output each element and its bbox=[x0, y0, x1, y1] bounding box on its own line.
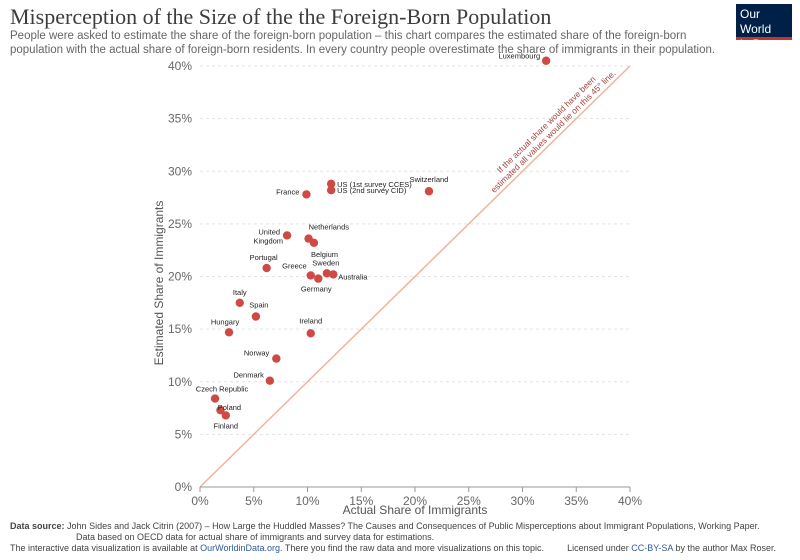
point-label: Netherlands bbox=[309, 223, 350, 232]
x-tick-label: 40% bbox=[618, 494, 642, 508]
reference-line-label: If the actual share would have beenestim… bbox=[482, 61, 618, 195]
data-point[interactable] bbox=[265, 376, 275, 385]
footer-source-2: Data based on OECD data for actual share… bbox=[76, 532, 435, 542]
point-label: Ireland bbox=[299, 316, 322, 325]
x-tick-label: 10% bbox=[295, 494, 319, 508]
point-label: Denmark bbox=[233, 371, 264, 380]
footer-source: Data source: John Sides and Jack Citrin … bbox=[10, 521, 790, 532]
point-label-line: Kingdom bbox=[253, 236, 283, 245]
x-tick-label: 0% bbox=[191, 494, 209, 508]
interactive-rest: . There you find the raw data and more v… bbox=[280, 543, 544, 553]
data-point[interactable] bbox=[210, 394, 220, 403]
data-point[interactable] bbox=[306, 271, 315, 280]
x-tick-label: 35% bbox=[564, 494, 588, 508]
point-label: US (2nd survey CID) bbox=[337, 186, 407, 195]
data-point[interactable] bbox=[329, 270, 338, 279]
logo-line-1: Our World bbox=[740, 7, 772, 36]
license-link[interactable]: CC-BY-SA bbox=[631, 543, 673, 553]
point-label: Greece bbox=[282, 261, 307, 270]
data-point[interactable] bbox=[216, 405, 225, 415]
owid-link[interactable]: OurWorldinData.org bbox=[200, 543, 280, 553]
data-points bbox=[210, 56, 551, 420]
data-point[interactable] bbox=[326, 185, 336, 195]
data-point[interactable] bbox=[322, 269, 332, 278]
y-axis-label: Estimated Share of Immigrants bbox=[152, 201, 166, 366]
point-label: Germany bbox=[301, 285, 332, 294]
reference-label-line-2: estimated all values would lie on this 4… bbox=[489, 68, 618, 195]
data-point[interactable] bbox=[309, 238, 319, 248]
footer-license: Licensed under CC-BY-SA by the author Ma… bbox=[567, 543, 776, 554]
point-label: Norway bbox=[244, 349, 270, 358]
point-label: Poland bbox=[218, 403, 241, 412]
point-label: Luxembourg bbox=[498, 52, 540, 61]
y-tick-label: 35% bbox=[168, 112, 192, 126]
chart-subtitle: People were asked to estimate the share … bbox=[10, 30, 716, 56]
license-pre: Licensed under bbox=[567, 543, 629, 553]
data-point[interactable] bbox=[224, 328, 234, 337]
point-label: Sweden bbox=[312, 258, 339, 267]
y-tick-label: 20% bbox=[168, 270, 192, 284]
y-tick-label: 40% bbox=[168, 59, 192, 73]
interactive-text: The interactive data visualization is av… bbox=[10, 543, 198, 553]
source-label: Data source: bbox=[10, 521, 65, 531]
y-tick-label: 5% bbox=[175, 427, 193, 441]
x-axis-label: Actual Share of Immigrants bbox=[343, 503, 488, 517]
source-text: John Sides and Jack Citrin (2007) – How … bbox=[67, 521, 760, 531]
point-label: United Kingdom bbox=[253, 227, 283, 245]
x-tick-label: 5% bbox=[245, 494, 263, 508]
point-label: Italy bbox=[233, 288, 247, 297]
reference-label-line-1: If the actual share would have been bbox=[495, 74, 598, 175]
reference-45-degree-line bbox=[199, 65, 631, 488]
point-label: Spain bbox=[249, 300, 268, 309]
x-axis-ticks: 0% 5% 10% 15% 20% 25% 30% 35% 40% bbox=[191, 487, 642, 508]
point-label: France bbox=[276, 187, 299, 196]
y-axis-ticks: 0% 5% 10% 15% 20% 25% 30% 35% 40% bbox=[168, 59, 192, 494]
data-point[interactable] bbox=[251, 312, 261, 321]
data-point[interactable] bbox=[326, 179, 336, 189]
footer-interactive: The interactive data visualization is av… bbox=[10, 543, 790, 554]
point-label: Hungary bbox=[211, 317, 240, 326]
y-tick-label: 10% bbox=[168, 375, 192, 389]
footer: Data source: John Sides and Jack Citrin … bbox=[10, 521, 790, 554]
logo-line-2: in Data bbox=[740, 37, 779, 51]
chart-title: Misperception of the Size of the the For… bbox=[10, 4, 552, 29]
y-tick-label: 15% bbox=[168, 322, 192, 336]
point-label-line: United bbox=[258, 227, 280, 236]
data-point[interactable] bbox=[314, 274, 323, 283]
data-point[interactable] bbox=[282, 231, 292, 240]
point-label: Portugal bbox=[250, 253, 278, 262]
data-point[interactable] bbox=[221, 411, 230, 420]
point-label: Belgium bbox=[311, 250, 338, 259]
data-point[interactable] bbox=[262, 263, 271, 273]
data-point[interactable] bbox=[272, 354, 281, 363]
scatter-chart: If the actual share would have beenestim… bbox=[152, 52, 642, 517]
point-label: US (1st survey CCES) bbox=[337, 180, 412, 189]
x-tick-label: 25% bbox=[457, 494, 481, 508]
x-tick-label: 15% bbox=[349, 494, 373, 508]
data-point[interactable] bbox=[306, 329, 315, 338]
x-tick-label: 20% bbox=[403, 494, 427, 508]
data-point[interactable] bbox=[302, 190, 311, 199]
point-label: Australia bbox=[338, 272, 368, 281]
data-point[interactable] bbox=[424, 187, 434, 196]
point-label: Switzerland bbox=[410, 175, 449, 184]
license-post: by the author Max Roser. bbox=[675, 543, 776, 553]
y-tick-label: 30% bbox=[168, 164, 192, 178]
point-label: Czech Republic bbox=[196, 385, 249, 394]
x-tick-label: 30% bbox=[510, 494, 534, 508]
data-point[interactable] bbox=[235, 298, 244, 308]
y-tick-label: 0% bbox=[175, 480, 193, 494]
y-tick-label: 25% bbox=[168, 217, 192, 231]
point-label: Finland bbox=[213, 421, 238, 430]
owid-logo[interactable]: Our World in Data bbox=[736, 4, 792, 51]
data-point[interactable] bbox=[541, 56, 551, 65]
